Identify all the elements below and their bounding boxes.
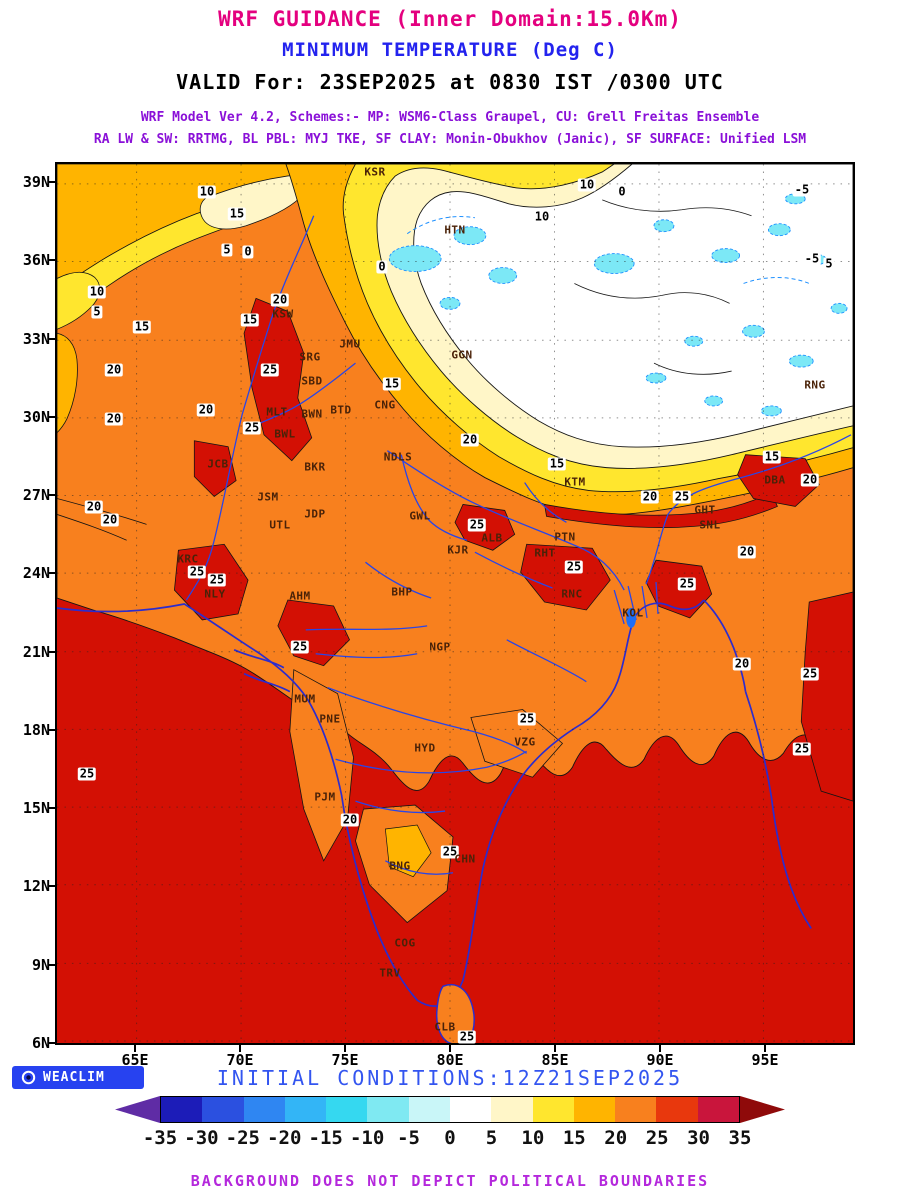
lat-tickmark-15N bbox=[48, 807, 55, 809]
tibetan-plateau-white-region bbox=[413, 164, 853, 448]
colorbar-segment-10 bbox=[532, 1097, 574, 1122]
lat-tickmark-36N bbox=[48, 259, 55, 262]
lon-tick-85E: 85E bbox=[541, 1051, 569, 1069]
colorbar-segment--25 bbox=[243, 1097, 285, 1122]
lat-tick-6N: 6N bbox=[31, 1033, 50, 1052]
lat-tick-12N: 12N bbox=[22, 877, 50, 896]
colorbar-label-25: 25 bbox=[645, 1127, 669, 1149]
lon-tickmark-85E bbox=[554, 1045, 556, 1052]
lat-tick-33N: 33N bbox=[22, 329, 50, 348]
model-schemes-line-2: RA LW & SW: RRTMG, BL PBL: MYJ TKE, SF C… bbox=[93, 132, 807, 147]
colorbar-label--30: -30 bbox=[184, 1127, 219, 1149]
colorbar-segment-30 bbox=[697, 1097, 739, 1122]
lat-tickmark-30N bbox=[48, 415, 55, 418]
northwest-cream-pocket bbox=[199, 175, 308, 230]
lon-tick-90E: 90E bbox=[646, 1051, 674, 1069]
colorbar-label--20: -20 bbox=[267, 1127, 302, 1149]
plateau-amber-pocket bbox=[384, 824, 432, 878]
lat-tickmark-21N bbox=[48, 650, 55, 653]
lon-tick-70E: 70E bbox=[226, 1051, 254, 1069]
lon-tickmark-80E bbox=[449, 1045, 451, 1052]
lat-tick-39N: 39N bbox=[22, 173, 50, 191]
colorbar-label-10: 10 bbox=[521, 1127, 545, 1149]
lat-tick-36N: 36N bbox=[22, 251, 50, 270]
negative-contour-dashed-lines bbox=[406, 216, 810, 284]
lat-tick-30N: 30N bbox=[22, 407, 50, 426]
colorbar-label-20: 20 bbox=[604, 1127, 628, 1149]
colorbar-label--5: -5 bbox=[397, 1127, 421, 1149]
lon-tick-95E: 95E bbox=[751, 1051, 779, 1069]
graticule-grid bbox=[57, 164, 853, 1043]
colorbar-label-15: 15 bbox=[562, 1127, 586, 1149]
lat-tick-18N: 18N bbox=[22, 720, 50, 739]
valid-time-line: VALID For: 23SEP2025 at 0830 IST /0300 U… bbox=[176, 70, 724, 94]
colorbar-label-5: 5 bbox=[485, 1127, 498, 1149]
colorbar-label--10: -10 bbox=[349, 1127, 385, 1149]
colorbar-segment--20 bbox=[284, 1097, 327, 1122]
colorbar-segment--5 bbox=[408, 1097, 450, 1122]
colorbar-segment-5 bbox=[491, 1097, 533, 1122]
model-schemes-line-1: WRF Model Ver 4.2, Schemes:- MP: WSM6-Cl… bbox=[140, 110, 760, 125]
colorbar-left-arrow bbox=[115, 1096, 160, 1123]
lat-tick-27N: 27N bbox=[22, 486, 50, 504]
lat-tickmark-6N bbox=[48, 1041, 55, 1044]
rivers-layer bbox=[185, 215, 852, 875]
lon-tick-65E: 65E bbox=[121, 1051, 149, 1069]
lon-tickmark-75E bbox=[344, 1045, 346, 1052]
weaclim-logo: WEACLIM bbox=[12, 1066, 144, 1089]
colorbar-segment--30 bbox=[202, 1097, 244, 1122]
colorbar-segment--10 bbox=[367, 1097, 409, 1122]
lat-tick-21N: 21N bbox=[22, 642, 50, 661]
temperature-colorbar bbox=[115, 1096, 785, 1123]
lat-tickmark-12N bbox=[48, 885, 55, 888]
lat-tickmark-33N bbox=[48, 337, 55, 340]
plateau-contour-lines bbox=[574, 199, 752, 375]
colorbar-segment--35 bbox=[161, 1097, 203, 1122]
lon-tickmark-65E bbox=[134, 1045, 136, 1052]
sri-lanka-island bbox=[435, 984, 475, 1043]
background-disclaimer: BACKGROUND DOES NOT DEPICT POLITICAL BOU… bbox=[190, 1172, 710, 1190]
colorbar-segment-25 bbox=[656, 1097, 698, 1122]
lat-tick-24N: 24N bbox=[22, 564, 50, 583]
southern-orange-pockets bbox=[289, 669, 564, 924]
colorbar-segment-15 bbox=[573, 1097, 616, 1122]
colorbar-segment--15 bbox=[326, 1097, 368, 1122]
colorbar-segments bbox=[160, 1096, 740, 1123]
west-edge-gold-strip bbox=[57, 332, 78, 434]
lat-tickmark-9N bbox=[48, 963, 55, 966]
weaclim-logo-text: WEACLIM bbox=[43, 1070, 105, 1085]
lon-tickmark-70E bbox=[239, 1045, 241, 1052]
lat-tick-15N: 15N bbox=[22, 799, 50, 817]
lat-tick-9N: 9N bbox=[31, 955, 50, 974]
lon-tick-75E: 75E bbox=[331, 1051, 359, 1069]
colorbar-labels: -35 -30 -25 -20 -15 -10 -5 0 5 10 15 20 25 30 35 bbox=[143, 1127, 752, 1151]
lon-tick-80E: 80E bbox=[436, 1051, 464, 1069]
variable-subtitle: MINIMUM TEMPERATURE (Deg C) bbox=[282, 39, 618, 61]
colorbar-label--25: -25 bbox=[225, 1127, 261, 1149]
lon-tickmark-90E bbox=[659, 1045, 661, 1052]
weaclim-target-icon bbox=[21, 1070, 36, 1085]
colorbar-segment-20 bbox=[615, 1097, 657, 1122]
lat-tickmark-27N bbox=[48, 494, 55, 496]
colorbar-label-0: 0 bbox=[444, 1127, 456, 1149]
initial-conditions-text: INITIAL CONDITIONS:12Z21SEP2025 bbox=[216, 1066, 684, 1090]
lat-tickmark-24N bbox=[48, 572, 55, 575]
colorbar-label-30: 30 bbox=[687, 1127, 711, 1149]
lat-tickmark-39N bbox=[48, 181, 55, 183]
colorbar-label--15: -15 bbox=[308, 1127, 343, 1149]
temperature-map-graphic bbox=[57, 164, 853, 1043]
page-title: WRF GUIDANCE (Inner Domain:15.0Km) bbox=[218, 7, 682, 31]
temperature-map: 10 15 5 0 10 0 -5 10 0 -5 5 10 5 15 20 15 20 25 15 20 20 25 20… bbox=[55, 162, 855, 1045]
colorbar-segment-0 bbox=[449, 1097, 492, 1122]
coastline-layer bbox=[57, 599, 812, 1007]
colorbar-right-arrow bbox=[740, 1096, 785, 1123]
colorbar-label-35: 35 bbox=[728, 1127, 752, 1149]
kolkata-water-patch bbox=[626, 607, 637, 628]
lat-tickmark-18N bbox=[48, 728, 55, 731]
lon-tickmark-95E bbox=[764, 1045, 766, 1052]
colorbar-label--35: -35 bbox=[142, 1127, 178, 1149]
